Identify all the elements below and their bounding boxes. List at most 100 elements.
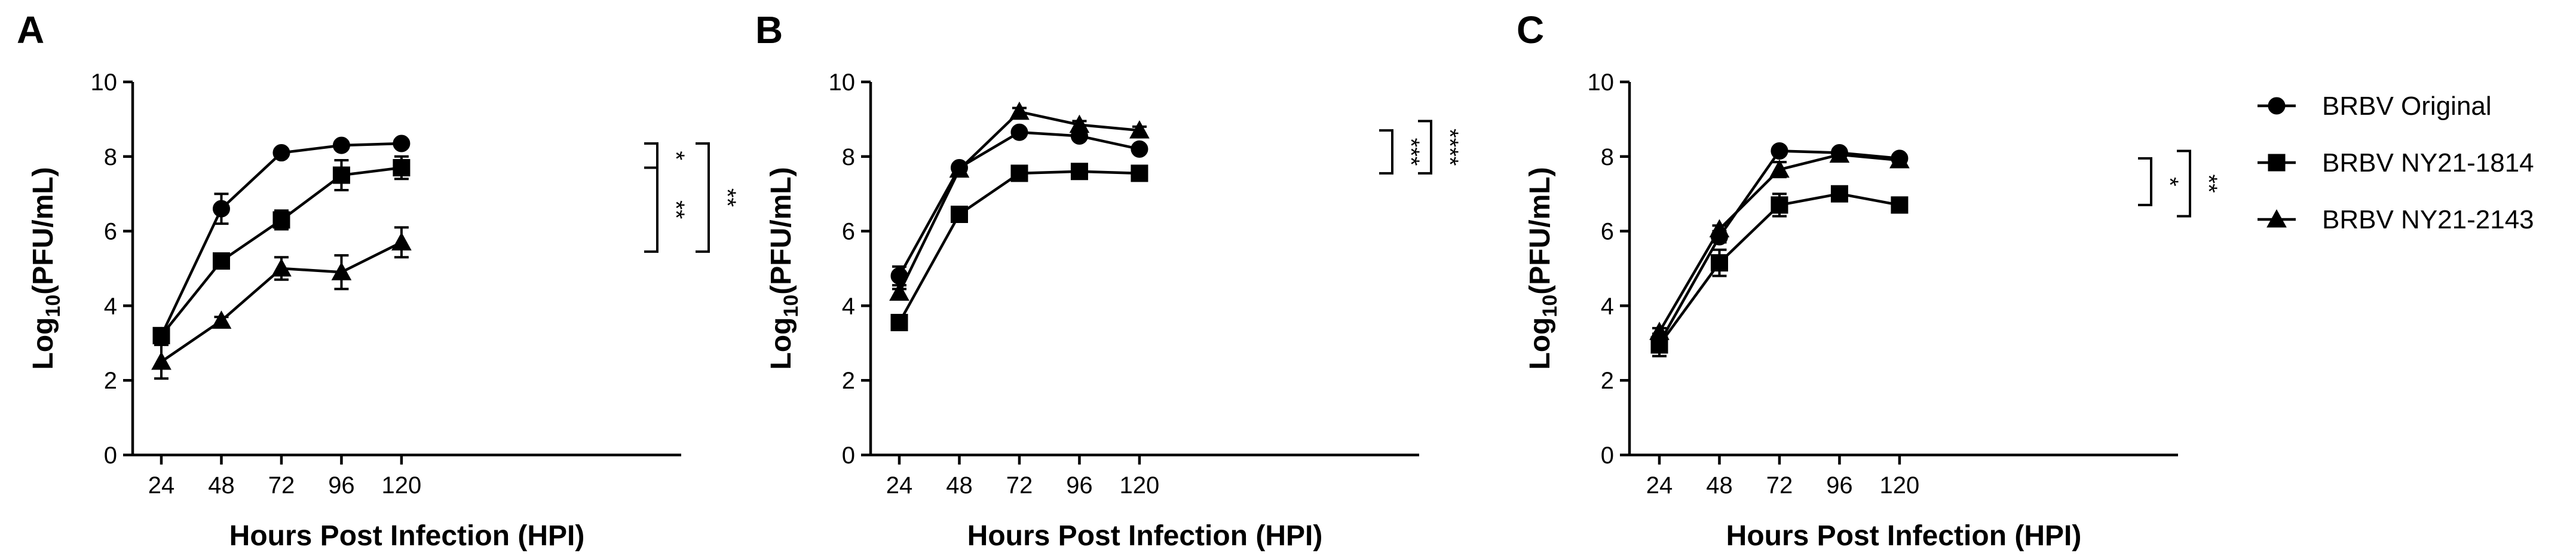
data-point: [1009, 101, 1030, 120]
series-line: [1658, 153, 1900, 333]
series-brbv-original: [890, 123, 1148, 287]
y-axis-title: Log10(PFU/mL): [27, 167, 65, 369]
data-point: [949, 159, 970, 178]
data-point: [1010, 164, 1028, 182]
y-tick-label: 8: [104, 144, 117, 170]
y-axis-title-main: Log: [1524, 317, 1556, 370]
data-point: [272, 144, 290, 162]
data-point: [1771, 196, 1788, 214]
x-tick-label: 96: [1826, 472, 1853, 499]
data-point: [1771, 142, 1788, 160]
x-tick-label: 48: [1706, 472, 1733, 499]
series-line: [898, 170, 1140, 323]
x-axis-title: Hours Post Infection (HPI): [1726, 520, 2082, 552]
significance-label: **: [714, 188, 740, 207]
legend-label: BRBV NY21-1814: [2322, 148, 2534, 178]
y-tick-label: 4: [104, 293, 117, 319]
y-tick-label: 8: [842, 144, 855, 170]
y-tick-label: 10: [91, 69, 118, 96]
x-tick-label: 24: [1646, 472, 1673, 499]
series-brbv-ny21-2143: [151, 226, 412, 380]
x-tick-label: 24: [148, 472, 175, 499]
significance-label: **: [2195, 174, 2222, 193]
data-point: [1889, 150, 1910, 169]
y-tick-label: 0: [1601, 442, 1614, 469]
x-axis-title: Hours Post Infection (HPI): [229, 520, 585, 552]
legend-item: BRBV Original: [2258, 91, 2492, 121]
data-point: [1891, 196, 1909, 214]
y-axis-title-main: Log: [27, 317, 59, 370]
data-point: [1010, 123, 1028, 141]
significance-bracket: [1418, 120, 1432, 175]
y-tick-label: 6: [104, 219, 117, 245]
panel-label: C: [1517, 8, 1544, 51]
x-tick-label: 72: [1766, 472, 1793, 499]
data-point: [1830, 185, 1848, 203]
series-brbv-ny21-2143: [889, 101, 1150, 301]
data-point: [391, 232, 412, 251]
y-axis-title: Log10(PFU/mL): [765, 167, 802, 369]
y-tick-label: 6: [1601, 219, 1614, 245]
y-tick-label: 2: [104, 368, 117, 394]
series-line: [1658, 149, 1900, 344]
data-point: [331, 262, 352, 280]
x-tick-label: 120: [1120, 472, 1160, 499]
data-point: [212, 200, 230, 218]
x-tick-label: 120: [382, 472, 422, 499]
y-tick-label: 0: [104, 442, 117, 469]
y-tick-label: 6: [842, 219, 855, 245]
data-point: [890, 313, 908, 331]
y-axis-title-subscript: 10: [780, 295, 802, 317]
data-point: [332, 136, 350, 154]
x-tick-label: 96: [328, 472, 355, 499]
data-point: [1829, 144, 1850, 163]
x-tick-label: 72: [268, 472, 295, 499]
legend-marker: [2268, 97, 2286, 115]
data-point: [272, 211, 290, 229]
data-point: [211, 310, 232, 329]
x-tick-label: 48: [946, 472, 973, 499]
legend-item: BRBV NY21-2143: [2258, 205, 2534, 234]
y-tick-label: 4: [842, 293, 855, 319]
series-line: [160, 166, 402, 337]
data-point: [393, 159, 411, 177]
x-tick-label: 120: [1880, 472, 1920, 499]
data-point: [152, 326, 170, 344]
significance-label: *: [663, 151, 689, 160]
significance-bracket: [1379, 129, 1393, 175]
y-tick-label: 8: [1601, 144, 1614, 170]
significance-label: ***: [1398, 138, 1424, 166]
significance-bracket: [644, 142, 658, 169]
data-point: [1069, 114, 1090, 133]
legend-marker: [2266, 209, 2287, 228]
y-tick-label: 0: [842, 442, 855, 469]
series-brbv-original: [152, 135, 411, 344]
legend-label: BRBV Original: [2322, 91, 2492, 121]
y-axis-title-subscript: 10: [42, 295, 65, 317]
series-brbv-ny21-1814: [152, 155, 411, 344]
series-line: [898, 130, 1140, 277]
series-brbv-ny21-1814: [890, 163, 1148, 331]
x-axis-title: Hours Post Infection (HPI): [967, 520, 1323, 552]
data-point: [950, 206, 968, 224]
y-axis-title-main: Log: [765, 317, 797, 370]
data-point: [1131, 164, 1148, 182]
y-tick-label: 10: [829, 69, 856, 96]
y-tick-label: 4: [1601, 293, 1614, 319]
y-axis-title-subscript: 10: [1539, 295, 1561, 317]
data-point: [271, 258, 292, 277]
significance-bracket: [644, 166, 658, 253]
y-axis-title-suffix: (PFU/mL): [765, 167, 797, 294]
y-tick-label: 10: [1588, 69, 1615, 96]
data-point: [151, 351, 171, 370]
significance-label: ****: [1436, 129, 1463, 166]
y-axis-title: Log10(PFU/mL): [1524, 167, 1561, 369]
legend-item: BRBV NY21-1814: [2258, 148, 2534, 178]
legend: BRBV Original BRBV NY21-1814 BRBV NY21-214…: [2258, 91, 2534, 234]
legend-label: BRBV NY21-2143: [2322, 205, 2534, 234]
data-point: [1709, 219, 1730, 237]
data-point: [889, 282, 909, 301]
